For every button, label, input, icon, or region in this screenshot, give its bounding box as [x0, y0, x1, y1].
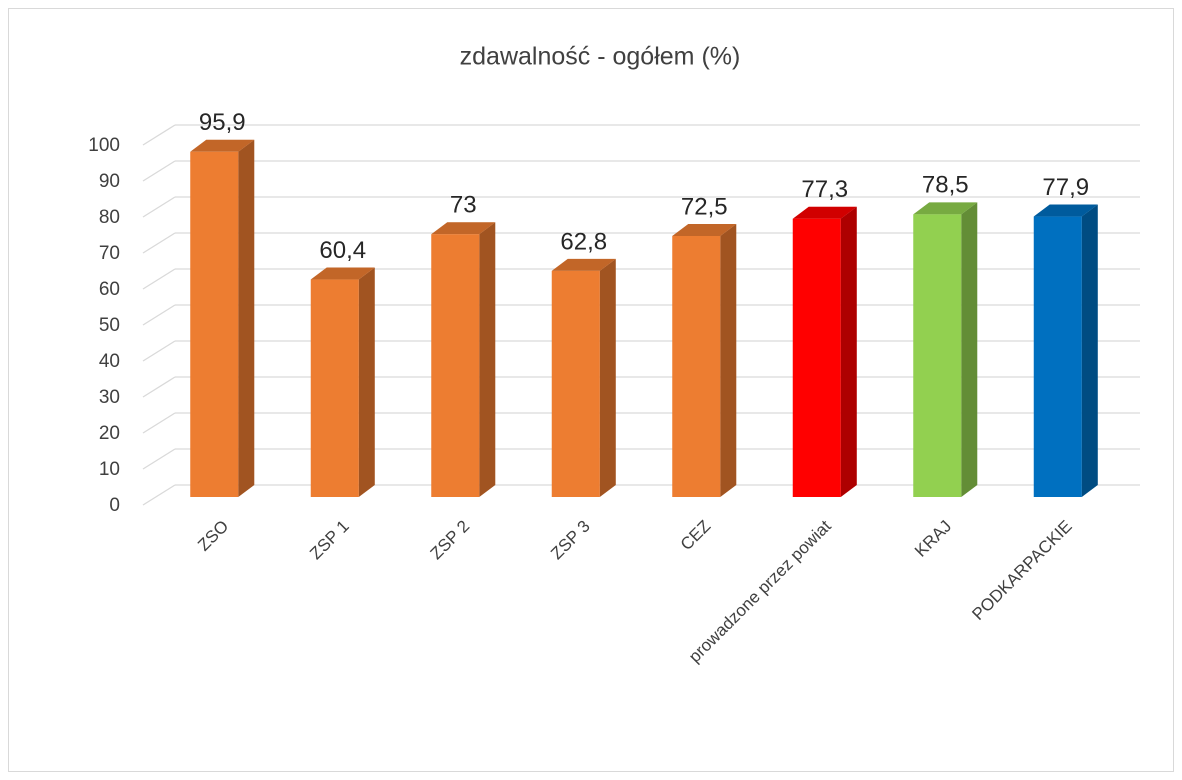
bar-top [792, 206, 857, 219]
bar [431, 222, 496, 497]
grid-line [142, 340, 176, 362]
grid-line [142, 484, 176, 506]
y-tick-label: 90 [99, 171, 120, 192]
y-tick-label: 80 [99, 207, 120, 228]
bar-front [310, 279, 359, 497]
bar-front [792, 218, 841, 497]
bar-side-shade [238, 139, 255, 497]
bar [672, 224, 737, 497]
grid-line [142, 268, 176, 290]
bar [792, 206, 857, 497]
data-label: 78,5 [922, 172, 969, 199]
data-label: 62,8 [560, 228, 607, 255]
bar-side-shade [840, 206, 857, 497]
data-label: 77,3 [801, 176, 848, 203]
bar-top-shade [190, 139, 255, 152]
bar-side [720, 224, 737, 497]
grid-line [142, 196, 176, 218]
bar [310, 267, 375, 497]
bar-side-shade [358, 267, 375, 497]
bar-side [358, 267, 375, 497]
y-tick-label: 10 [99, 459, 120, 480]
grid-line [142, 412, 176, 434]
data-label: 73 [450, 192, 477, 219]
y-tick-label: 20 [99, 423, 120, 444]
grid-line [142, 232, 176, 254]
y-tick-label: 100 [88, 135, 120, 156]
bar-side-shade [599, 258, 616, 497]
bar [551, 258, 616, 497]
bar [1033, 204, 1098, 497]
bar-top-shade [551, 258, 616, 271]
data-label: 72,5 [681, 193, 728, 220]
y-tick-label: 50 [99, 315, 120, 336]
bar-front [431, 234, 480, 497]
bar-front [190, 151, 239, 497]
bar-top [913, 202, 978, 215]
bar-top [672, 224, 737, 236]
bar-side-shade [961, 202, 978, 497]
bar-top-shade [1033, 204, 1098, 217]
bar-top [551, 258, 616, 271]
bar-top-shade [310, 267, 375, 280]
bar-side-shade [479, 222, 496, 497]
grid-line [142, 304, 176, 326]
bar-side [1081, 204, 1098, 497]
bar-side-shade [1081, 204, 1098, 497]
bar-top-shade [913, 202, 978, 215]
bar-front [672, 236, 721, 497]
bar-top [1033, 204, 1098, 217]
y-tick-label: 40 [99, 351, 120, 372]
y-tick-label: 60 [99, 279, 120, 300]
bar-side [599, 258, 616, 497]
y-tick-label: 30 [99, 387, 120, 408]
bar [190, 139, 255, 497]
bar-top [310, 267, 375, 280]
bar-front [551, 270, 600, 497]
bar-front [913, 214, 962, 497]
bar-side [479, 222, 496, 497]
bar-side [840, 206, 857, 497]
bar-side [238, 139, 255, 497]
grid-line [142, 124, 176, 146]
bar-top-shade [431, 222, 496, 235]
bar-top [431, 222, 496, 235]
y-tick-label: 70 [99, 243, 120, 264]
chart-title: zdawalność - ogółem (%) [460, 43, 741, 71]
grid-line [142, 160, 176, 182]
data-label: 77,9 [1042, 174, 1089, 201]
bar-front [1033, 216, 1082, 497]
y-tick-label: 0 [109, 495, 120, 516]
bar [913, 202, 978, 497]
data-label: 95,9 [199, 109, 246, 136]
data-label: 60,4 [319, 237, 366, 264]
bar-top-shade [792, 206, 857, 219]
bar-side [961, 202, 978, 497]
bar-top-shade [672, 224, 737, 236]
bar-side-shade [720, 224, 737, 497]
bar-top [190, 139, 255, 152]
grid-line [142, 448, 176, 470]
grid-line [142, 376, 176, 398]
